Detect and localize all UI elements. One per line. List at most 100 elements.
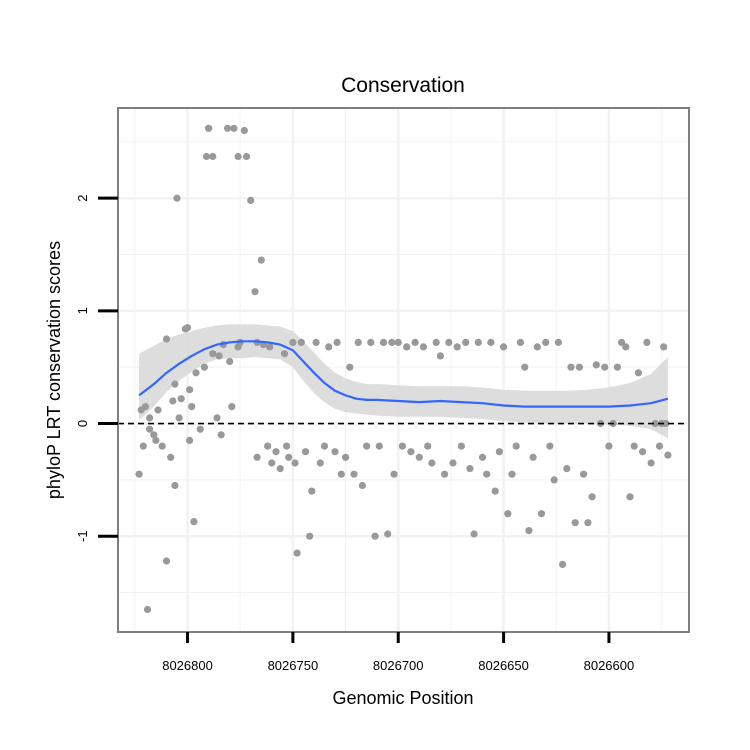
chart-title: Conservation: [341, 74, 465, 97]
data-point: [394, 338, 402, 346]
data-point: [200, 363, 208, 371]
data-point: [186, 436, 194, 444]
data-point: [495, 448, 503, 456]
data-point: [308, 487, 316, 495]
data-point: [202, 152, 211, 161]
data-point: [346, 363, 354, 371]
data-point: [171, 380, 179, 388]
data-point: [158, 442, 166, 450]
data-point: [550, 476, 558, 484]
data-point: [504, 510, 512, 518]
y-tick-label: 2: [75, 195, 90, 202]
data-point: [173, 194, 181, 202]
data-point: [280, 350, 289, 358]
data-point: [626, 493, 634, 501]
data-point: [306, 532, 314, 540]
data-point: [276, 465, 284, 473]
data-point: [289, 338, 297, 346]
data-point: [525, 527, 533, 535]
data-point: [639, 448, 647, 456]
data-point: [424, 442, 432, 450]
data-point: [171, 481, 179, 490]
data-point: [533, 343, 541, 351]
data-point: [316, 459, 324, 467]
data-point: [186, 386, 194, 394]
y-axis-title: phyloP LRT conservation scores: [44, 241, 64, 499]
data-point: [655, 442, 664, 450]
data-point: [272, 448, 280, 456]
data-point: [478, 453, 487, 461]
data-point: [500, 343, 508, 351]
data-point: [445, 338, 453, 346]
data-point: [297, 338, 305, 346]
data-point: [183, 324, 192, 332]
data-point: [230, 124, 238, 132]
data-point: [618, 338, 626, 346]
data-point: [375, 442, 383, 450]
data-point: [580, 470, 588, 478]
data-point: [546, 442, 554, 450]
data-point: [215, 352, 223, 360]
data-point: [141, 403, 149, 411]
data-point: [428, 459, 436, 467]
data-point: [508, 470, 516, 478]
data-point: [354, 338, 362, 346]
data-point: [234, 152, 242, 161]
data-point: [613, 363, 622, 371]
x-tick-label: 8026750: [268, 658, 319, 673]
data-point: [584, 519, 592, 527]
data-point: [224, 124, 232, 132]
data-point: [559, 560, 567, 569]
data-point: [379, 338, 388, 346]
data-point: [177, 395, 185, 403]
data-point: [384, 530, 392, 538]
data-point: [325, 343, 333, 351]
x-axis: 8026800 8026750 8026700 8026650 8026600: [162, 632, 634, 673]
data-point: [363, 442, 371, 450]
data-point: [521, 363, 529, 371]
data-point: [135, 470, 143, 478]
data-point: [571, 519, 579, 527]
data-point: [449, 459, 457, 467]
data-point: [398, 442, 406, 450]
data-point: [175, 414, 183, 422]
data-point: [529, 453, 537, 461]
data-point: [630, 442, 638, 450]
x-tick-label: 8026800: [162, 658, 213, 673]
data-point: [247, 196, 255, 204]
data-point: [474, 338, 482, 346]
data-point: [293, 549, 301, 557]
data-point: [411, 338, 419, 346]
data-point: [601, 363, 609, 371]
confidence-band: [139, 324, 668, 439]
data-point: [660, 343, 668, 351]
data-point: [283, 442, 291, 450]
y-axis: -1 0 1 2: [75, 195, 118, 542]
data-point: [605, 442, 613, 450]
data-point: [146, 425, 154, 433]
data-point: [358, 481, 366, 490]
data-point: [312, 338, 320, 346]
data-point: [228, 403, 236, 411]
data-point: [664, 451, 672, 459]
data-point: [367, 338, 375, 346]
data-point: [337, 470, 345, 478]
x-axis-title: Genomic Position: [332, 688, 473, 708]
data-point: [371, 532, 379, 540]
x-tick-label: 8026600: [584, 658, 635, 673]
data-point: [253, 453, 261, 461]
data-point: [217, 431, 225, 439]
data-point: [196, 425, 204, 433]
data-point: [537, 510, 546, 518]
data-point: [154, 406, 162, 414]
data-point: [436, 352, 444, 360]
data-point: [192, 369, 200, 377]
data-point: [285, 453, 293, 461]
data-point: [169, 397, 177, 405]
data-point: [563, 465, 571, 473]
data-point: [634, 369, 643, 377]
data-point: [213, 414, 221, 422]
data-point: [320, 442, 329, 450]
data-point: [167, 453, 175, 461]
